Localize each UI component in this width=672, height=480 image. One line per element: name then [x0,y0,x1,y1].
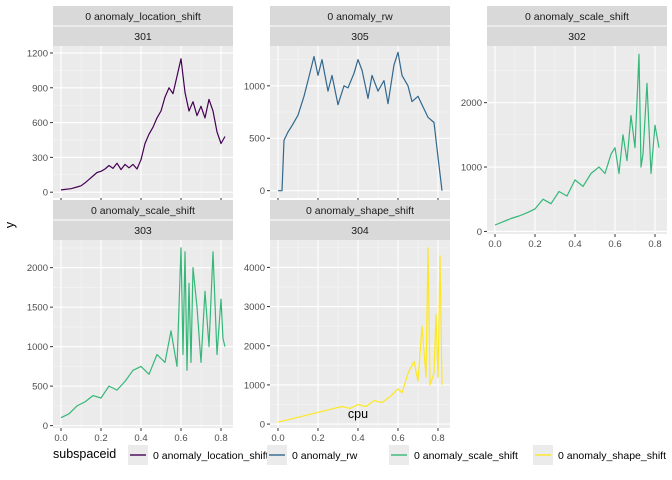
x-tick-label: 0.0 [54,433,67,444]
y-tick-label: 600 [32,118,48,129]
legend-item: 0 anomaly_scale_shift [389,445,518,465]
y-tick-label: 3000 [244,302,265,313]
panel-background [270,240,450,428]
legend-label: 0 anomaly_scale_shift [414,450,518,462]
facet-strip-label: 0 anomaly_scale_shift [91,205,195,217]
series-line [60,247,226,419]
facet-strip-id: 301 [134,31,152,43]
facet-strip-label: 0 anomaly_rw [327,11,393,23]
legend-label: 0 anomaly_location_shift [153,450,269,462]
panel-background [53,240,233,428]
y-tick-label: 1000 [461,163,482,174]
series-line [278,51,443,192]
facet-strip-label: 0 anomaly_location_shift [85,11,201,23]
legend: subspaceid 0 anomaly_location_shift 0 ano… [53,445,666,465]
panel-background [487,46,667,234]
x-tick-label: 0.4 [568,239,581,250]
x-tick-label: 0.4 [134,433,147,444]
series-line [277,247,443,423]
legend-title: subspaceid [53,447,116,461]
y-tick-label: 1000 [244,81,265,92]
x-tick-label: 0.0 [271,433,284,444]
y-tick-label: 2000 [461,98,482,109]
series-line [60,58,226,191]
x-tick-label: 0.6 [391,433,404,444]
panel-background [270,46,450,198]
legend-item: 0 anomaly_rw [267,445,358,465]
legend-label: 0 anomaly_shape_shift [558,450,666,462]
y-tick-label: 0 [260,186,265,197]
facet-panel: 0 anomaly_scale_shift 302 0 1000 2000 0.0 0.2 0… [461,6,667,250]
y-axis-title: y [3,221,17,228]
facet-strip-top [270,200,450,220]
facet-strip-bottom [53,26,233,46]
facet-strip-bottom [487,26,667,46]
facet-strip-top [487,6,667,26]
facet-strip-id: 302 [568,31,586,43]
facet-strip-label: 0 anomaly_scale_shift [525,11,629,23]
x-tick-label: 0.2 [311,433,324,444]
x-tick-label: 0.8 [648,239,661,250]
y-tick-label: 1200 [27,48,48,59]
x-tick-label: 0.8 [214,433,227,444]
y-tick-label: 0 [260,420,265,431]
x-tick-label: 0.2 [94,433,107,444]
y-tick-label: 0 [43,188,48,199]
y-tick-label: 0 [477,227,482,238]
y-tick-label: 500 [32,382,48,393]
facet-strip-id: 305 [351,31,369,43]
facet-panel: 0 anomaly_shape_shift 304 0 1000 2000 3000 400… [244,200,450,444]
facet-strip-top [270,6,450,26]
facet-panels: 0 anomaly_location_shift 301 0 300 600 900 120… [27,6,667,444]
facet-strip-id: 304 [351,225,369,237]
x-axis-title: cpu [348,407,368,421]
x-tick-label: 0.4 [351,433,364,444]
y-tick-label: 1500 [27,303,48,314]
facet-panel: 0 anomaly_scale_shift 303 0 500 1000 1500 2000… [27,200,233,444]
y-tick-label: 300 [32,153,48,164]
facet-strip-top [53,6,233,26]
facet-strip-bottom [270,26,450,46]
y-tick-label: 2000 [244,341,265,352]
legend-item: 0 anomaly_location_shift [128,445,269,465]
facet-strip-id: 303 [134,225,152,237]
y-tick-label: 1000 [244,380,265,391]
x-tick-label: 0.6 [174,433,187,444]
y-tick-label: 4000 [244,263,265,274]
x-tick-label: 0.0 [488,239,501,250]
series-line [494,53,660,226]
panel-background [53,46,233,198]
facet-strip-label: 0 anomaly_shape_shift [306,205,414,217]
facet-panel: 0 anomaly_location_shift 301 0 300 600 900 120… [27,6,233,201]
facet-panel: 0 anomaly_rw 305 0 500 1000 [244,6,450,201]
y-tick-label: 1000 [27,342,48,353]
x-tick-label: 0.8 [431,433,444,444]
y-tick-label: 0 [43,421,48,432]
legend-label: 0 anomaly_rw [292,450,358,462]
facet-strip-top [53,200,233,220]
facet-strip-bottom [270,220,450,240]
x-tick-label: 0.2 [528,239,541,250]
y-tick-label: 500 [249,134,265,145]
legend-item: 0 anomaly_shape_shift [533,445,666,465]
y-tick-label: 2000 [27,263,48,274]
y-tick-label: 900 [32,83,48,94]
facet-strip-bottom [53,220,233,240]
x-tick-label: 0.6 [608,239,621,250]
